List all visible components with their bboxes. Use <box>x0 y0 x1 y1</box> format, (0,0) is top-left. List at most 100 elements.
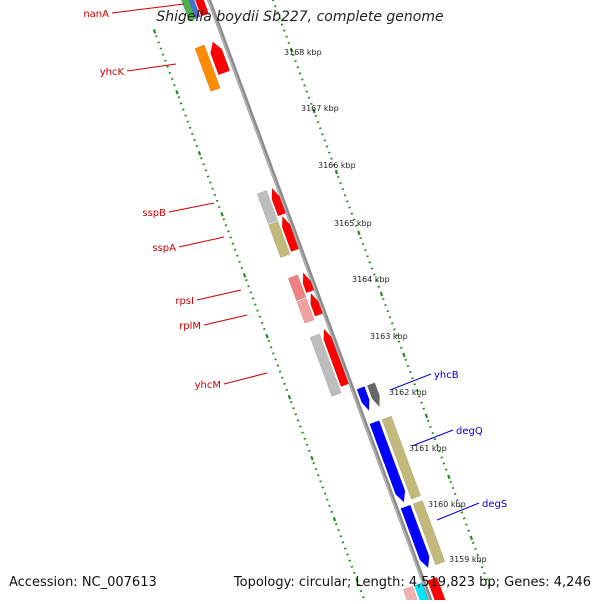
tick-track-left <box>348 559 352 562</box>
tick-track-right <box>424 413 429 419</box>
gene-label-sspA[interactable]: sspA <box>152 243 176 254</box>
tick-track-right <box>307 96 311 99</box>
tick-track-right <box>325 145 329 148</box>
tick-track-right <box>298 72 302 75</box>
tick-track-right <box>300 78 304 81</box>
gene-feature-sspA <box>268 220 291 259</box>
tick-track-left <box>298 425 302 428</box>
tick-track-right <box>395 334 399 337</box>
gene-feature-yhcB-blue <box>356 386 370 412</box>
tick-track-right <box>303 84 306 87</box>
gene-label-sspB[interactable]: sspB <box>142 208 166 219</box>
tick-track-right <box>458 505 462 508</box>
tick-track-left <box>240 266 244 270</box>
tick-track-right <box>413 383 417 386</box>
tick-track-right <box>429 425 432 429</box>
tick-track-left <box>209 181 212 184</box>
tick-track-right <box>435 444 439 447</box>
scale-label-8: 3160 kbp <box>428 500 466 509</box>
tick-track-right <box>312 108 316 114</box>
tick-track-right <box>469 535 474 541</box>
tick-track-left <box>276 364 280 367</box>
gene-label-rpsI[interactable]: rpsI <box>175 296 194 307</box>
tick-track-right <box>406 364 410 368</box>
tick-track-right <box>426 419 430 423</box>
leader-line-rpsI <box>196 289 242 301</box>
gene-feature-sspB <box>256 189 278 225</box>
tick-track-right <box>309 102 313 105</box>
tick-track-right <box>348 206 351 209</box>
leader-line-degQ <box>411 429 454 447</box>
tick-track-left <box>312 461 316 465</box>
tick-track-right <box>334 169 339 175</box>
tick-track-right <box>487 584 491 587</box>
gene-feature-degS <box>400 504 430 569</box>
tick-track-left <box>191 132 194 135</box>
gene-label-rplM[interactable]: rplM <box>179 321 201 332</box>
tick-track-left <box>245 279 248 282</box>
tick-track-left <box>175 90 179 95</box>
tick-track-right <box>305 90 309 93</box>
tick-track-right <box>386 310 390 313</box>
leader-line-nanA <box>111 3 185 14</box>
tick-track-right <box>480 566 484 569</box>
gene-feature-yhcM <box>309 333 342 397</box>
scale-label-3: 3165 kbp <box>334 219 372 228</box>
tick-track-left <box>260 321 264 324</box>
tick-track-left <box>328 504 331 507</box>
tick-track-left <box>177 96 181 99</box>
tick-track-left <box>292 407 295 410</box>
gene-feature-top-red <box>194 0 210 17</box>
tick-track-right <box>390 322 394 325</box>
tick-track-left <box>202 163 205 166</box>
gene-feature-sspA-red <box>281 215 300 252</box>
tick-track-left <box>352 571 356 574</box>
tick-track-right <box>314 114 318 118</box>
scale-labels: 3168 kbp 3167 kbp 3166 kbp 3165 kbp 3164 kbp… <box>284 48 487 564</box>
tick-track-left <box>215 199 219 203</box>
tick-track-right <box>285 35 288 38</box>
tick-track-left <box>361 596 365 599</box>
tick-track-left <box>267 340 271 343</box>
tick-track-left <box>339 535 343 538</box>
tick-track-right <box>408 370 412 374</box>
tick-track-right <box>379 291 384 297</box>
gene-label-degS[interactable]: degS <box>482 499 507 510</box>
tick-track-left <box>334 522 338 526</box>
leader-line-yhcM <box>223 372 268 385</box>
tick-track-left <box>211 187 214 190</box>
gene-feature-yhcK <box>194 44 221 92</box>
scale-label-9: 3159 kbp <box>449 555 487 564</box>
gene-features <box>181 0 447 604</box>
tick-track-left <box>164 59 167 62</box>
tick-track-right <box>471 541 475 544</box>
tick-track-right <box>278 17 282 20</box>
gene-label-nanA[interactable]: nanA <box>83 9 109 20</box>
tick-track-right <box>453 492 457 496</box>
tick-track-left <box>319 480 322 483</box>
tick-track-right <box>393 328 396 331</box>
tick-track-right <box>411 377 414 380</box>
tick-track-right <box>483 572 486 575</box>
tick-track-right <box>474 547 477 551</box>
tick-track-left <box>168 71 172 75</box>
tick-track-left <box>155 35 158 38</box>
gene-label-yhcM[interactable]: yhcM <box>195 380 221 391</box>
backbone-line <box>206 0 434 604</box>
tick-track-right <box>399 346 403 349</box>
tick-track-left <box>330 510 334 513</box>
tick-track-right <box>476 553 480 557</box>
leader-line-rplM <box>203 314 248 326</box>
tick-marks <box>152 0 491 604</box>
tick-track-left <box>287 394 292 400</box>
tick-track-left <box>179 102 183 105</box>
tick-track-right <box>368 261 372 264</box>
tick-track-left <box>343 547 347 550</box>
gene-label-degQ[interactable]: degQ <box>456 426 483 437</box>
gene-label-yhcB[interactable]: yhcB <box>434 370 459 381</box>
tick-track-right <box>433 438 437 441</box>
tick-track-right <box>417 395 421 398</box>
gene-label-yhcK[interactable]: yhcK <box>100 67 125 78</box>
tick-track-left <box>281 376 284 379</box>
